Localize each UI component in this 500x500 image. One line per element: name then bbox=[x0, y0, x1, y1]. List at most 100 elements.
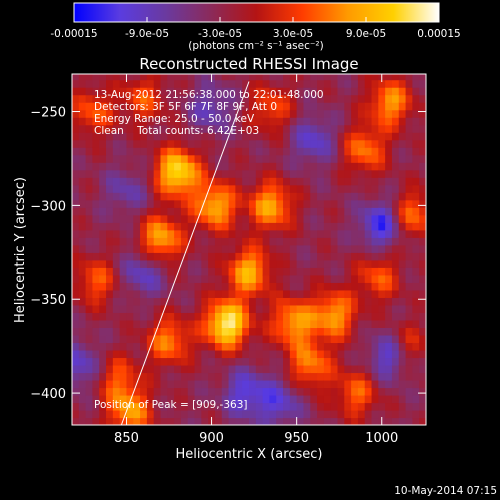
heatmap-cell bbox=[140, 364, 148, 374]
heatmap-cell bbox=[167, 394, 175, 404]
heatmap-cell bbox=[357, 259, 366, 268]
heatmap-cell bbox=[371, 162, 379, 171]
heatmap-cell bbox=[255, 334, 264, 344]
heatmap-cell bbox=[344, 289, 352, 298]
heatmap-cell bbox=[99, 229, 107, 238]
heatmap-cell bbox=[357, 162, 366, 171]
heatmap-cell bbox=[344, 177, 352, 186]
heatmap-cell bbox=[330, 349, 339, 359]
heatmap-cell bbox=[283, 387, 291, 396]
heatmap-cell bbox=[153, 109, 162, 118]
heatmap-cell bbox=[323, 387, 332, 396]
heatmap-cell bbox=[228, 199, 236, 208]
heatmap-cell bbox=[249, 207, 257, 216]
heatmap-cell bbox=[289, 124, 298, 133]
heatmap-cell bbox=[283, 102, 291, 111]
heatmap-cell bbox=[296, 267, 305, 276]
heatmap-cell bbox=[92, 297, 100, 306]
heatmap-cell bbox=[201, 342, 209, 351]
heatmap-cell bbox=[242, 132, 250, 141]
heatmap-cell bbox=[99, 394, 107, 404]
heatmap-cell bbox=[119, 229, 128, 238]
heatmap-cell bbox=[160, 124, 168, 133]
heatmap-cell bbox=[194, 74, 202, 81]
heatmap-cell bbox=[140, 87, 148, 96]
heatmap-cell bbox=[269, 199, 277, 208]
heatmap-cell bbox=[106, 319, 114, 328]
colorbar-unit-label: (photons cm⁻² s⁻¹ asec⁻²) bbox=[188, 40, 323, 52]
heatmap-cell bbox=[357, 372, 366, 381]
heatmap-cell bbox=[317, 237, 325, 246]
heatmap-cell bbox=[385, 117, 393, 126]
heatmap-cell bbox=[99, 139, 107, 148]
heatmap-cell bbox=[99, 312, 107, 321]
heatmap-cell bbox=[201, 147, 209, 156]
heatmap-cell bbox=[310, 282, 318, 291]
heatmap-cell bbox=[187, 154, 196, 163]
heatmap-cell bbox=[364, 327, 373, 336]
heatmap-cell bbox=[385, 394, 393, 404]
heatmap-cell bbox=[214, 74, 223, 81]
heatmap-cell bbox=[357, 214, 366, 223]
heatmap-cell bbox=[283, 139, 291, 148]
heatmap-cell bbox=[378, 409, 386, 419]
heatmap-cell bbox=[72, 74, 80, 81]
heatmap-cell bbox=[160, 132, 168, 141]
heatmap-cell bbox=[167, 207, 175, 216]
heatmap-cell bbox=[276, 342, 284, 351]
heatmap-cell bbox=[167, 109, 175, 118]
heatmap-cell bbox=[378, 124, 386, 133]
heatmap-cell bbox=[323, 394, 332, 404]
heatmap-cell bbox=[180, 282, 189, 291]
heatmap-cell bbox=[378, 327, 386, 336]
heatmap-cell bbox=[112, 402, 121, 411]
heatmap-cell bbox=[310, 417, 318, 425]
heatmap-cell bbox=[412, 364, 420, 374]
heatmap-cell bbox=[330, 214, 339, 223]
heatmap-cell bbox=[255, 319, 264, 328]
heatmap-cell bbox=[249, 169, 257, 178]
heatmap-cell bbox=[255, 289, 264, 298]
heatmap-cell bbox=[174, 199, 182, 208]
heatmap-cell bbox=[85, 154, 94, 163]
heatmap-cell bbox=[310, 139, 318, 148]
heatmap-cell bbox=[221, 199, 230, 208]
heatmap-cell bbox=[174, 207, 182, 216]
heatmap-cell bbox=[180, 87, 189, 96]
heatmap-cell bbox=[385, 237, 393, 246]
heatmap-cell bbox=[112, 267, 121, 276]
heatmap-cell bbox=[194, 237, 202, 246]
heatmap-cell bbox=[289, 207, 298, 216]
heatmap-cell bbox=[364, 154, 373, 163]
heatmap-cell bbox=[344, 102, 352, 111]
heatmap-cell bbox=[119, 372, 128, 381]
heatmap-cell bbox=[262, 132, 271, 141]
heatmap-cell bbox=[235, 357, 243, 366]
heatmap-cell bbox=[187, 207, 196, 216]
heatmap-cell bbox=[289, 79, 298, 88]
heatmap-cell bbox=[153, 304, 162, 313]
heatmap-cell bbox=[228, 252, 236, 261]
heatmap-cell bbox=[317, 102, 325, 111]
heatmap-cell bbox=[112, 124, 121, 133]
heatmap-cell bbox=[255, 312, 264, 321]
heatmap-cell bbox=[112, 274, 121, 283]
heatmap-cell bbox=[106, 177, 114, 186]
heatmap-cell bbox=[385, 289, 393, 298]
heatmap-cell bbox=[391, 102, 400, 111]
heatmap-cell bbox=[419, 132, 426, 141]
heatmap-cell bbox=[174, 394, 182, 404]
heatmap-cell bbox=[255, 409, 264, 419]
heatmap-cell bbox=[106, 259, 114, 268]
heatmap-cell bbox=[398, 334, 407, 344]
heatmap-cell bbox=[112, 132, 121, 141]
heatmap-cell bbox=[412, 237, 420, 246]
heatmap-cell bbox=[85, 297, 94, 306]
heatmap-cell bbox=[221, 94, 230, 103]
heatmap-cell bbox=[344, 259, 352, 268]
heatmap-cell bbox=[364, 214, 373, 223]
heatmap-cell bbox=[92, 349, 100, 359]
heatmap-cell bbox=[235, 312, 243, 321]
heatmap-cell bbox=[385, 327, 393, 336]
heatmap-cell bbox=[72, 417, 80, 425]
